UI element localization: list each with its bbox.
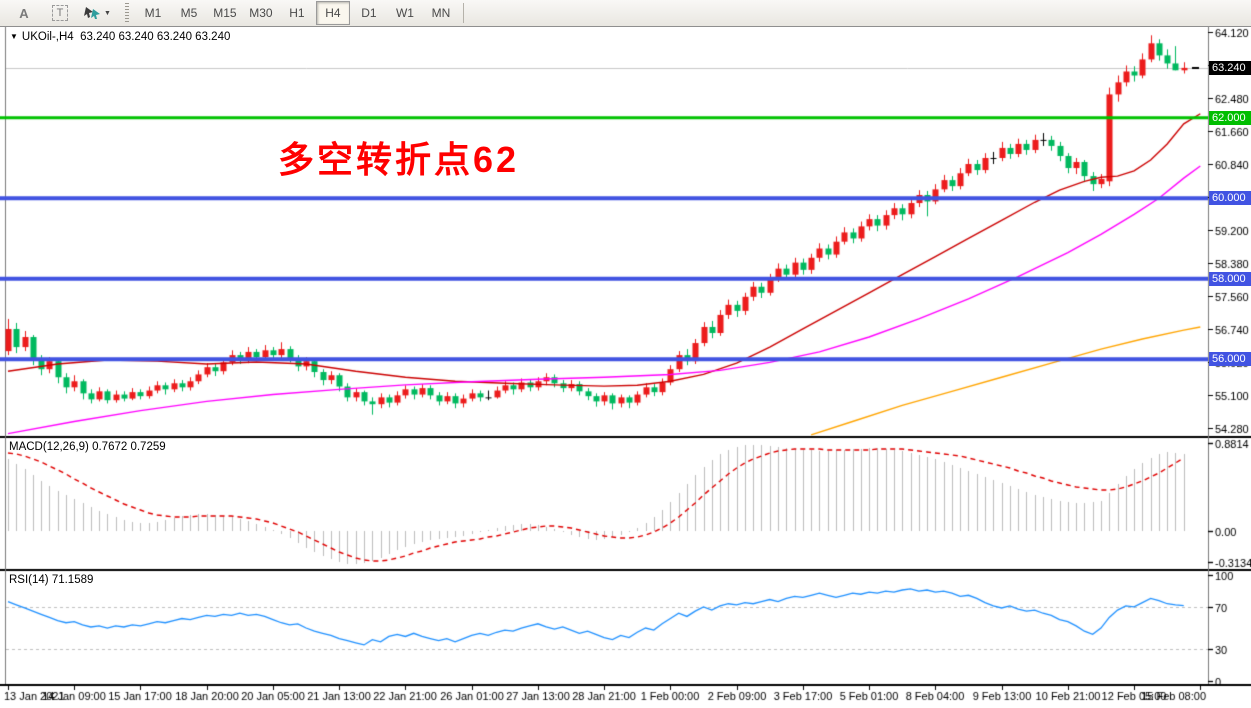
level-badge-58.000: 58.000 — [1209, 272, 1251, 286]
tf-button-M1[interactable]: M1 — [144, 6, 162, 20]
macd-indicator-label: MACD(12,26,9) 0.7672 0.7259 — [9, 441, 166, 453]
letter-a-icon: A — [19, 5, 29, 21]
toolbar: A T ▼ M1 M5 M15 M30 H1 H4 D1 W1 MN — [0, 0, 1251, 27]
chart-annotation-text[interactable]: 多空转折点62 — [278, 139, 520, 180]
tf-button-M5[interactable]: M5 — [180, 6, 198, 20]
text-label-tool-button[interactable]: A — [7, 1, 41, 25]
rsi-indicator-label: RSI(14) 71.1589 — [9, 574, 94, 586]
current-price-badge: 63.240 — [1209, 61, 1251, 75]
cursor-style-tool-button[interactable]: ▼ — [79, 1, 116, 25]
level-badge-56.000: 56.000 — [1209, 352, 1251, 366]
tf-button-M30[interactable]: M30 — [249, 6, 273, 20]
level-badge-62.000: 62.000 — [1209, 111, 1251, 125]
tf-button-H4[interactable]: H4 — [315, 1, 350, 25]
tf-button-H1[interactable]: H1 — [289, 6, 305, 20]
chevron-down-icon: ▼ — [104, 9, 111, 17]
text-box-tool-button[interactable]: T — [43, 1, 77, 25]
collapse-triangle-icon[interactable]: ▼ — [10, 32, 18, 41]
toolbar-gripper[interactable] — [124, 3, 129, 23]
tf-button-MN[interactable]: MN — [431, 6, 451, 20]
symbol-period-label: UKOil-,H4 — [21, 31, 74, 43]
tf-button-M15[interactable]: M15 — [213, 6, 237, 20]
chart-canvas[interactable] — [0, 27, 1251, 708]
text-box-icon: T — [51, 5, 69, 21]
timeframe-button-group: M1 M5 M15 M30 H1 H4 D1 W1 MN — [135, 1, 459, 25]
cursor-arrows-icon — [84, 7, 100, 19]
tf-button-D1[interactable]: D1 — [361, 6, 377, 20]
tf-button-W1[interactable]: W1 — [395, 6, 414, 20]
level-badge-60.000: 60.000 — [1209, 191, 1251, 205]
chart-title: ▼ UKOil-,H4 63.240 63.240 63.240 63.240 — [10, 31, 230, 43]
ohlc-values: 63.240 63.240 63.240 63.240 — [80, 31, 231, 43]
toolbar-separator — [462, 3, 464, 23]
